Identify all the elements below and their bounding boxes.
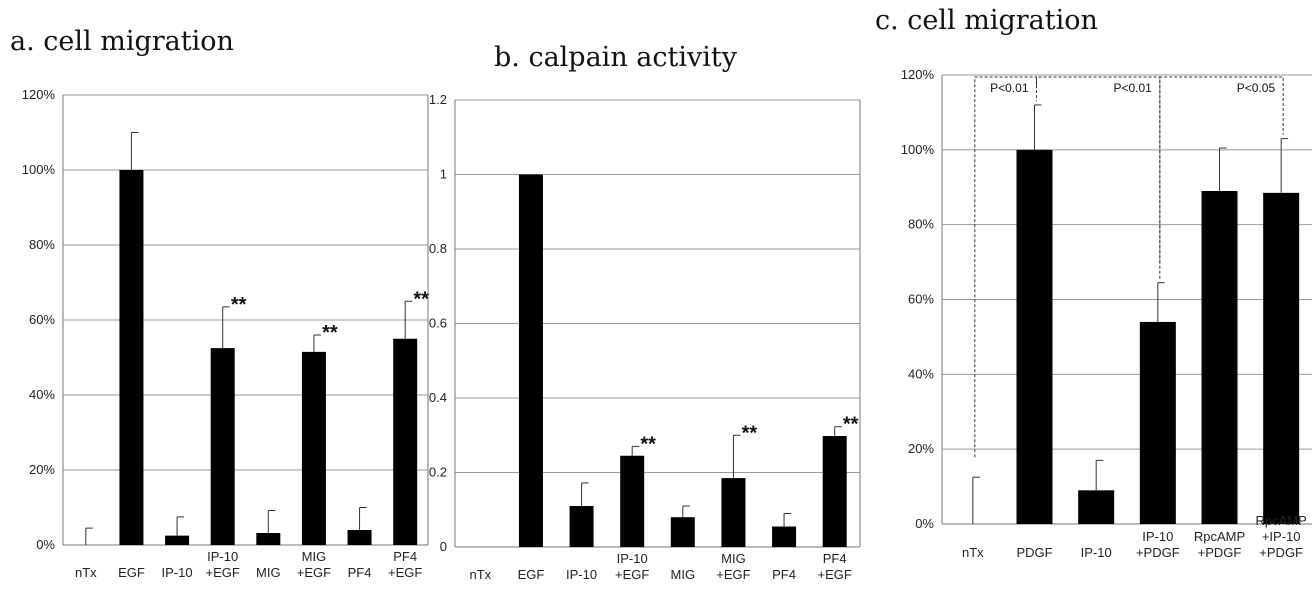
panel-c-y-tick-label: 40% — [908, 366, 934, 381]
panel-b-x-tick-label: nTx — [469, 567, 491, 582]
panel-b-bar — [518, 174, 543, 547]
panel-c-x-tick-label: +PDGF — [1259, 545, 1303, 560]
panel-b-y-tick-label: 0.8 — [429, 241, 447, 256]
panel-a-x-tick-label: IP-10 — [207, 549, 238, 564]
panel-a-bar — [347, 530, 372, 545]
panel-c-title: c. cell migration — [875, 5, 1098, 36]
panel-b-y-tick-label: 1 — [440, 167, 447, 182]
panel-b-bar — [772, 526, 797, 547]
panel-c-bar — [1263, 192, 1300, 525]
panel-a-bar — [210, 348, 235, 545]
panel-a-bar — [165, 535, 190, 545]
panel-c-bar — [1201, 190, 1238, 524]
panel-b-x-tick-label: +EGF — [818, 567, 852, 582]
panel-c-bar — [1016, 149, 1053, 525]
panel-b-significance-mark: ** — [843, 414, 859, 436]
panel-b-y-tick-label: 0.6 — [429, 316, 447, 331]
panel-a-x-tick-label: PF4 — [393, 549, 417, 564]
panel-c-y-tick-label: 60% — [908, 292, 934, 307]
panel-a-significance-mark: ** — [322, 322, 338, 344]
panel-b-x-tick-label: PF4 — [823, 551, 847, 566]
panel-c-bar — [1139, 321, 1176, 524]
panel-c-comparison-bracket — [974, 76, 1037, 458]
panel-b-x-tick-label: MIG — [721, 551, 746, 566]
panel-c-x-tick-label: RpcAMP — [1256, 513, 1307, 528]
panel-a-y-tick-label: 60% — [29, 312, 55, 327]
panel-c-p-value-label: P<0.05 — [1237, 81, 1276, 95]
panel-c-y-tick-label: 80% — [908, 217, 934, 232]
panel-a-x-tick-label: +EGF — [206, 565, 240, 580]
panel-c-comparison-bracket — [1159, 76, 1284, 263]
panel-a-y-tick-label: 80% — [29, 237, 55, 252]
panel-a-y-tick-label: 120% — [22, 87, 56, 102]
panel-a-bar — [393, 338, 418, 545]
panel-a-y-tick-label: 40% — [29, 387, 55, 402]
panel-a-bar — [301, 351, 326, 545]
panel-c-comparison-bracket — [1036, 76, 1161, 279]
panel-c-y-tick-label: 120% — [901, 67, 935, 82]
panel-c-p-value-label: P<0.01 — [1113, 81, 1152, 95]
panel-c-bar — [1078, 490, 1115, 524]
panel-b-x-tick-label: PF4 — [772, 567, 796, 582]
panel-b-y-tick-label: 0.2 — [429, 465, 447, 480]
panel-a-x-tick-label: MIG — [302, 549, 327, 564]
panel-a-significance-mark: ** — [413, 288, 429, 310]
panel-c-x-tick-label: RpcAMP — [1194, 529, 1245, 544]
panel-b-bar — [721, 478, 746, 547]
panel-a-y-tick-label: 100% — [22, 162, 56, 177]
panel-a-bar — [256, 533, 281, 545]
panel-b-bar — [620, 455, 645, 547]
panel-a-x-tick-label: IP-10 — [162, 565, 193, 580]
panel-b-y-tick-label: 0 — [440, 539, 447, 554]
panel-a-y-tick-label: 20% — [29, 462, 55, 477]
panel-b-x-tick-label: +EGF — [615, 567, 649, 582]
panel-b-bar — [569, 506, 594, 547]
panel-a-x-tick-label: +EGF — [297, 565, 331, 580]
panel-b-x-tick-label: EGF — [518, 567, 545, 582]
panel-c-x-tick-label: +IP-10 — [1262, 529, 1301, 544]
panel-b-significance-mark: ** — [742, 422, 758, 444]
panel-b-x-tick-label: MIG — [671, 567, 696, 582]
panel-b-y-tick-label: 0.4 — [429, 390, 447, 405]
panel-a-x-tick-label: EGF — [118, 565, 145, 580]
panel-c-x-tick-label: +PDGF — [1198, 545, 1242, 560]
panel-b-significance-mark: ** — [640, 433, 656, 455]
panel-b-y-tick-label: 1.2 — [429, 92, 447, 107]
panel-a-significance-mark: ** — [231, 294, 247, 316]
panel-a-x-tick-label: MIG — [256, 565, 281, 580]
panel-c-x-tick-label: IP-10 — [1081, 545, 1112, 560]
panel-c-x-tick-label: IP-10 — [1142, 529, 1173, 544]
panel-b-bar — [822, 435, 847, 547]
panel-b-x-tick-label: IP-10 — [566, 567, 597, 582]
panel-a-x-tick-label: PF4 — [348, 565, 372, 580]
panel-b-bar — [670, 517, 695, 547]
panel-a-title: a. cell migration — [10, 26, 234, 57]
panel-b-x-tick-label: +EGF — [716, 567, 750, 582]
panel-c-p-value-label: P<0.01 — [990, 81, 1029, 95]
panel-b-title: b. calpain activity — [494, 42, 737, 73]
panel-a-bar — [119, 170, 144, 545]
panel-c-x-tick-label: +PDGF — [1136, 545, 1180, 560]
panel-a-x-tick-label: +EGF — [388, 565, 422, 580]
panel-a-x-tick-label: nTx — [75, 565, 97, 580]
panel-c-y-tick-label: 0% — [915, 516, 934, 531]
panel-b-x-tick-label: IP-10 — [617, 551, 648, 566]
panel-c-x-tick-label: nTx — [962, 545, 984, 560]
panel-a-y-tick-label: 0% — [36, 537, 55, 552]
panel-c-x-tick-label: PDGF — [1016, 545, 1052, 560]
panel-c-y-tick-label: 20% — [908, 441, 934, 456]
panel-c-y-tick-label: 100% — [901, 142, 935, 157]
